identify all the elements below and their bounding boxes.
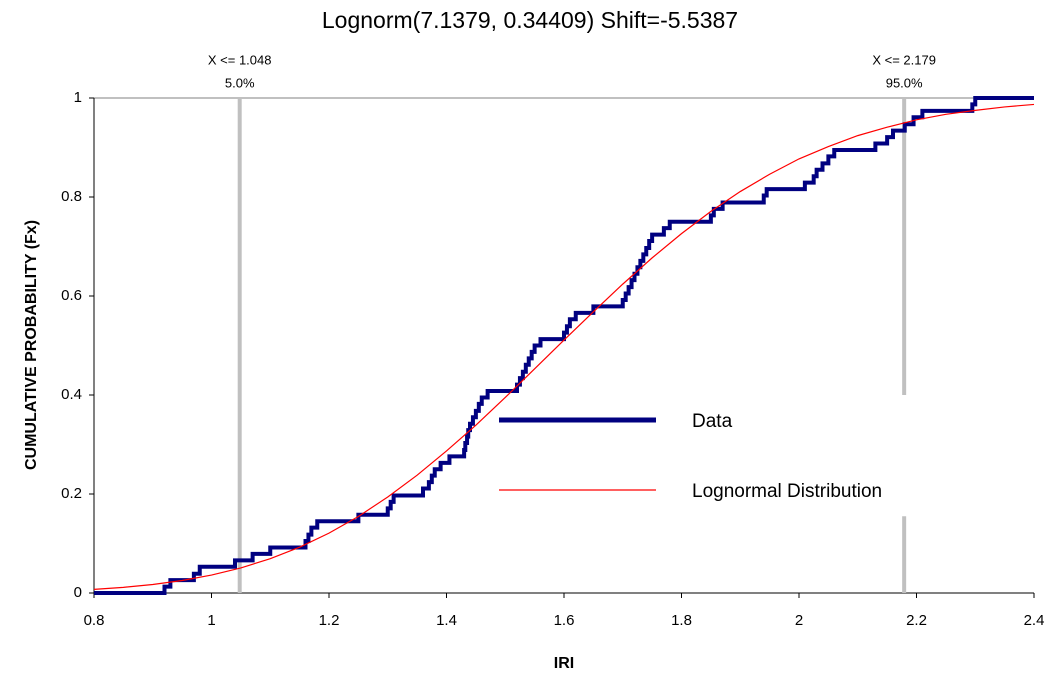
x-tick-label: 1.6 <box>554 612 575 629</box>
x-tick-label: 1.8 <box>671 612 692 629</box>
legend-label: Lognormal Distribution <box>692 481 882 502</box>
legend-label: Data <box>692 411 733 432</box>
series-line <box>93 103 1035 590</box>
x-axis-title: IRI <box>554 655 574 672</box>
series-line <box>94 96 1034 595</box>
x-tick-label: 2 <box>795 612 803 629</box>
chart-title: Lognorm(7.1379, 0.34409) Shift=-5.5387 <box>322 7 738 33</box>
y-tick-label: 0.4 <box>61 386 82 403</box>
x-tick-label: 1.2 <box>319 612 340 629</box>
marker-prob-label: 95.0% <box>886 75 923 90</box>
marker-prob-label: 5.0% <box>225 75 255 90</box>
x-tick-label: 1 <box>207 612 215 629</box>
y-tick-label: 1 <box>74 89 82 106</box>
y-tick-label: 0.2 <box>61 485 82 502</box>
marker-label: X <= 1.048 <box>208 52 272 67</box>
marker-label: X <= 2.179 <box>872 52 936 67</box>
x-tick-label: 0.8 <box>84 612 105 629</box>
y-tick-label: 0.8 <box>61 188 82 205</box>
x-tick-label: 2.4 <box>1024 612 1045 629</box>
y-axis-title: CUMULATIVE PROBABILITY (Fx) <box>23 220 40 470</box>
x-tick-label: 2.2 <box>906 612 927 629</box>
y-tick-label: 0.6 <box>61 287 82 304</box>
y-tick-label: 0 <box>74 584 82 601</box>
x-tick-label: 1.4 <box>436 612 457 629</box>
